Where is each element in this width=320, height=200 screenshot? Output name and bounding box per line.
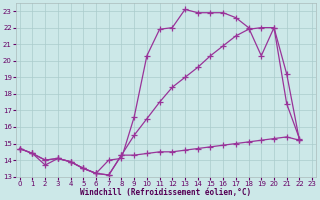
X-axis label: Windchill (Refroidissement éolien,°C): Windchill (Refroidissement éolien,°C) xyxy=(80,188,252,197)
